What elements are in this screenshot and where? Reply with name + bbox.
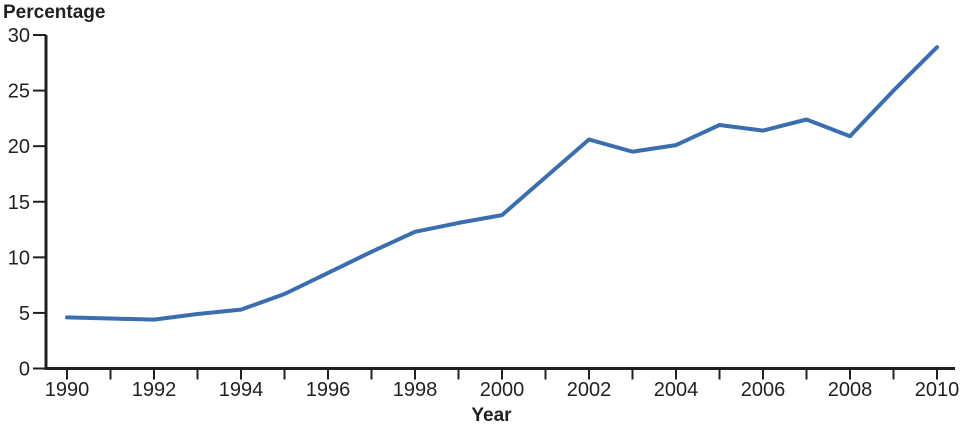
y-tick-label: 10 bbox=[8, 247, 30, 269]
y-tick-label: 0 bbox=[19, 359, 30, 381]
y-tick-label: 15 bbox=[8, 192, 30, 214]
y-tick-label: 5 bbox=[19, 303, 30, 325]
x-tick-label: 2004 bbox=[654, 379, 699, 401]
x-tick-label: 1992 bbox=[132, 379, 177, 401]
y-axis-title: Percentage bbox=[3, 2, 106, 23]
x-tick-label: 2000 bbox=[480, 379, 525, 401]
y-tick-label: 30 bbox=[8, 25, 30, 47]
data-line bbox=[65, 45, 939, 322]
x-tick-label: 1998 bbox=[393, 379, 438, 401]
x-axis-title: Year bbox=[471, 405, 512, 426]
y-tick-label: 25 bbox=[8, 81, 30, 103]
x-tick-label: 2006 bbox=[741, 379, 786, 401]
x-tick-label: 1994 bbox=[219, 379, 264, 401]
x-tick-label: 2002 bbox=[567, 379, 612, 401]
x-tick-label: 1996 bbox=[306, 379, 351, 401]
x-tick-label: 1990 bbox=[45, 379, 90, 401]
x-tick-label: 2008 bbox=[828, 379, 873, 401]
y-tick-label: 20 bbox=[8, 136, 30, 158]
x-tick-label: 2010 bbox=[915, 379, 960, 401]
